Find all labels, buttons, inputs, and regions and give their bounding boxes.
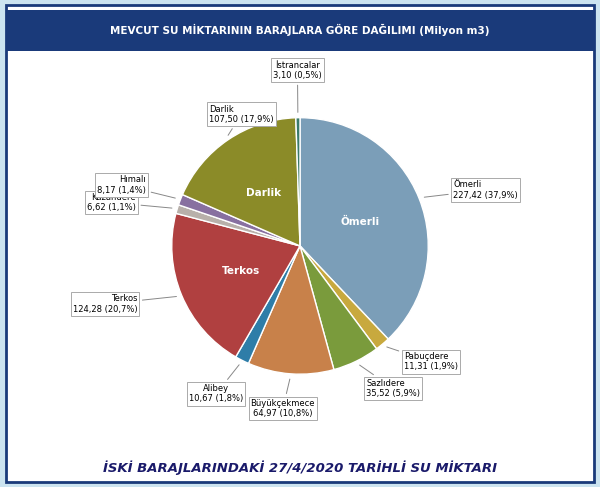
Wedge shape [236,246,300,363]
Wedge shape [248,246,334,374]
FancyBboxPatch shape [6,5,594,482]
Text: Darlik
107,50 (17,9%): Darlik 107,50 (17,9%) [209,105,274,135]
Text: Kazandere
6,62 (1,1%): Kazandere 6,62 (1,1%) [87,193,172,212]
Text: Pabuçdere
11,31 (1,9%): Pabuçdere 11,31 (1,9%) [387,347,458,372]
Wedge shape [176,205,300,246]
Wedge shape [179,195,300,246]
Text: İSKİ BARAJLARINDAKİ 27/4/2020 TARİHLİ SU MİKTARI: İSKİ BARAJLARINDAKİ 27/4/2020 TARİHLİ SU… [103,460,497,475]
Wedge shape [300,246,377,370]
Wedge shape [300,118,428,339]
Text: Hımalı
8,17 (1,4%): Hımalı 8,17 (1,4%) [97,175,175,198]
Text: Sazlıdere
35,52 (5,9%): Sazlıdere 35,52 (5,9%) [359,365,421,398]
Text: Terkos
124,28 (20,7%): Terkos 124,28 (20,7%) [73,294,176,314]
Text: MEVCUT SU MİKTARININ BARAJLARA GÖRE DAĞILIMI (Milyon m3): MEVCUT SU MİKTARININ BARAJLARA GÖRE DAĞI… [110,24,490,36]
Wedge shape [300,246,388,349]
Text: İstrancalar
3,10 (0,5%): İstrancalar 3,10 (0,5%) [273,60,322,112]
FancyBboxPatch shape [6,10,594,51]
Text: Terkos: Terkos [221,265,260,276]
Wedge shape [296,118,300,246]
Wedge shape [172,213,300,357]
Text: Ömerli: Ömerli [340,217,379,227]
Text: Büyükçekmece
64,97 (10,8%): Büyükçekmece 64,97 (10,8%) [251,379,315,418]
Text: Ömerli
227,42 (37,9%): Ömerli 227,42 (37,9%) [424,180,518,200]
Text: Darlik: Darlik [247,188,281,198]
Wedge shape [182,118,300,246]
Text: Alibey
10,67 (1,8%): Alibey 10,67 (1,8%) [189,365,244,403]
